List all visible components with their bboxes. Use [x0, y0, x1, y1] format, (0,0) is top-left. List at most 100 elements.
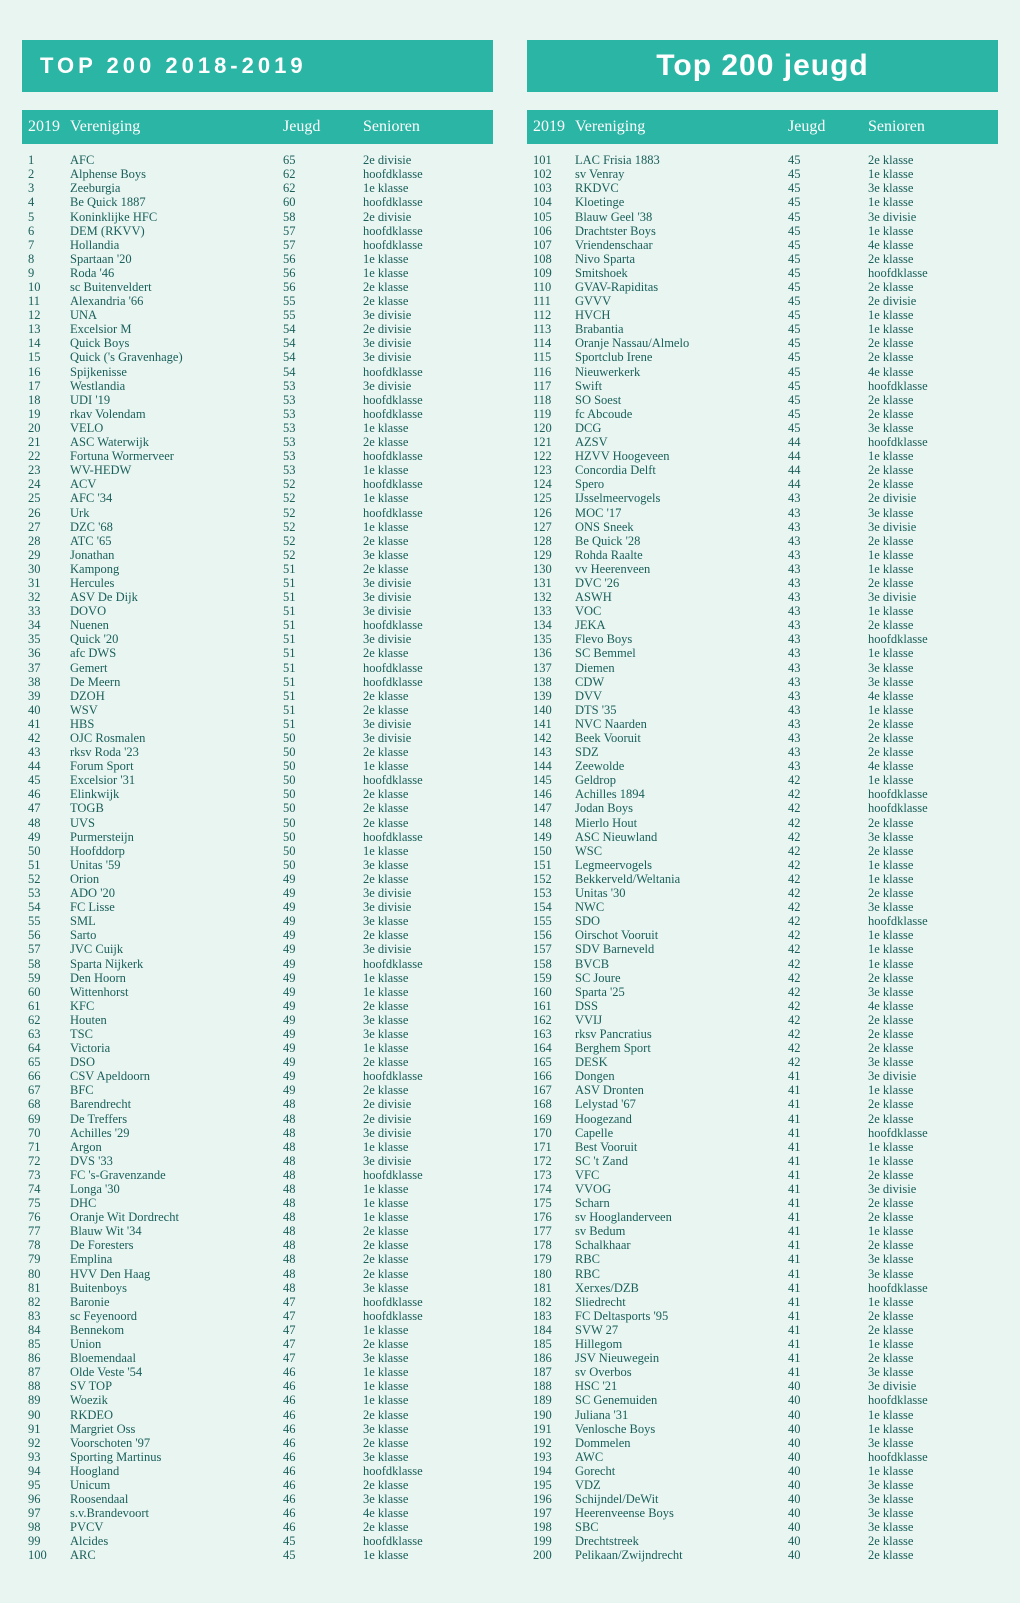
cell-name: DVC '26 — [575, 577, 788, 591]
cell-jeugd: 46 — [283, 1507, 363, 1521]
cell-rank: 42 — [28, 732, 70, 746]
cell-name: Urk — [70, 507, 283, 521]
cell-rank: 121 — [533, 436, 575, 450]
cell-rank: 70 — [28, 1127, 70, 1141]
cell-rank: 111 — [533, 295, 575, 309]
cell-jeugd: 48 — [283, 1155, 363, 1169]
table-row: 32ASV De Dijk513e divisie — [22, 591, 493, 605]
cell-name: Emplina — [70, 1253, 283, 1267]
cell-jeugd: 43 — [788, 507, 868, 521]
cell-name: ATC '65 — [70, 535, 283, 549]
cell-rank: 108 — [533, 253, 575, 267]
cell-name: IJsselmeervogels — [575, 492, 788, 506]
table-row: 15Quick ('s Gravenhage)543e divisie — [22, 351, 493, 365]
cell-senioren: 1e klasse — [868, 1225, 998, 1239]
cell-senioren: 3e klasse — [868, 422, 998, 436]
cell-rank: 43 — [28, 746, 70, 760]
cell-jeugd: 48 — [283, 1268, 363, 1282]
cell-rank: 93 — [28, 1451, 70, 1465]
cell-rank: 33 — [28, 605, 70, 619]
cell-senioren: 1e klasse — [363, 182, 493, 196]
table-row: 150WSC422e klasse — [527, 845, 998, 859]
cell-jeugd: 42 — [788, 1056, 868, 1070]
cell-jeugd: 53 — [283, 380, 363, 394]
cell-jeugd: 41 — [788, 1070, 868, 1084]
cell-rank: 83 — [28, 1310, 70, 1324]
cell-rank: 118 — [533, 394, 575, 408]
cell-senioren: 1e klasse — [363, 986, 493, 1000]
table-row: 193AWC40hoofdklasse — [527, 1451, 998, 1465]
cell-senioren: 2e klasse — [363, 1239, 493, 1253]
cell-jeugd: 48 — [283, 1211, 363, 1225]
cell-jeugd: 42 — [788, 1000, 868, 1014]
cell-name: fc Abcoude — [575, 408, 788, 422]
cell-jeugd: 49 — [283, 1056, 363, 1070]
cell-jeugd: 45 — [788, 366, 868, 380]
cell-name: Westlandia — [70, 380, 283, 394]
cell-name: Gorecht — [575, 1465, 788, 1479]
table-row: 1AFC652e divisie — [22, 154, 493, 168]
cell-name: ASC Nieuwland — [575, 831, 788, 845]
cell-senioren: 3e klasse — [868, 182, 998, 196]
cell-name: Legmeervogels — [575, 859, 788, 873]
cell-name: rksv Roda '23 — [70, 746, 283, 760]
table-row: 13Excelsior M542e divisie — [22, 323, 493, 337]
cell-name: Diemen — [575, 662, 788, 676]
table-row: 175Scharn412e klasse — [527, 1197, 998, 1211]
table-row: 186JSV Nieuwegein412e klasse — [527, 1352, 998, 1366]
cell-name: Alcides — [70, 1535, 283, 1549]
cell-rank: 29 — [28, 549, 70, 563]
cell-rank: 124 — [533, 478, 575, 492]
cell-rank: 146 — [533, 788, 575, 802]
cell-senioren: 3e klasse — [868, 831, 998, 845]
cell-jeugd: 45 — [788, 239, 868, 253]
table-row: 41HBS513e divisie — [22, 718, 493, 732]
cell-senioren: 1e klasse — [868, 1141, 998, 1155]
table-row: 28ATC '65522e klasse — [22, 535, 493, 549]
cell-name: Orion — [70, 873, 283, 887]
cell-name: Unitas '30 — [575, 887, 788, 901]
cell-jeugd: 43 — [788, 746, 868, 760]
cell-senioren: 1e klasse — [868, 1155, 998, 1169]
cell-senioren: 1e klasse — [363, 972, 493, 986]
cell-rank: 96 — [28, 1493, 70, 1507]
cell-senioren: 2e klasse — [363, 746, 493, 760]
table-row: 169Hoogezand412e klasse — [527, 1112, 998, 1126]
cell-senioren: 4e klasse — [868, 366, 998, 380]
cell-rank: 144 — [533, 760, 575, 774]
cell-name: Spero — [575, 478, 788, 492]
cell-name: De Foresters — [70, 1239, 283, 1253]
cell-rank: 56 — [28, 929, 70, 943]
cell-rank: 167 — [533, 1084, 575, 1098]
cell-name: Unicum — [70, 1479, 283, 1493]
cell-rank: 5 — [28, 211, 70, 225]
cell-senioren: 3e divisie — [868, 1183, 998, 1197]
cell-rank: 181 — [533, 1282, 575, 1296]
cell-name: Gemert — [70, 662, 283, 676]
cell-rank: 165 — [533, 1056, 575, 1070]
cell-senioren: 3e klasse — [868, 1056, 998, 1070]
cell-name: RBC — [575, 1253, 788, 1267]
cell-senioren: 3e klasse — [363, 1014, 493, 1028]
cell-senioren: 2e klasse — [363, 1409, 493, 1423]
cell-rank: 69 — [28, 1113, 70, 1127]
cell-senioren: 2e klasse — [868, 1324, 998, 1338]
cell-senioren: 3e divisie — [363, 1127, 493, 1141]
cell-jeugd: 46 — [283, 1409, 363, 1423]
cell-senioren: hoofdklasse — [363, 1070, 493, 1084]
cell-jeugd: 40 — [788, 1507, 868, 1521]
cell-rank: 117 — [533, 380, 575, 394]
table-row: 94Hoogland46hoofdklasse — [22, 1465, 493, 1479]
cell-senioren: hoofdklasse — [363, 1465, 493, 1479]
cell-name: Koninklijke HFC — [70, 211, 283, 225]
cell-jeugd: 45 — [788, 422, 868, 436]
table-row: 87Olde Veste '54461e klasse — [22, 1366, 493, 1380]
cell-name: Voorschoten '97 — [70, 1437, 283, 1451]
cell-rank: 131 — [533, 577, 575, 591]
table-row: 53ADO '20493e divisie — [22, 887, 493, 901]
cell-rank: 55 — [28, 915, 70, 929]
cell-senioren: 3e divisie — [363, 351, 493, 365]
cell-jeugd: 50 — [283, 859, 363, 873]
cell-name: SDV Barneveld — [575, 943, 788, 957]
cell-senioren: 4e klasse — [363, 1507, 493, 1521]
